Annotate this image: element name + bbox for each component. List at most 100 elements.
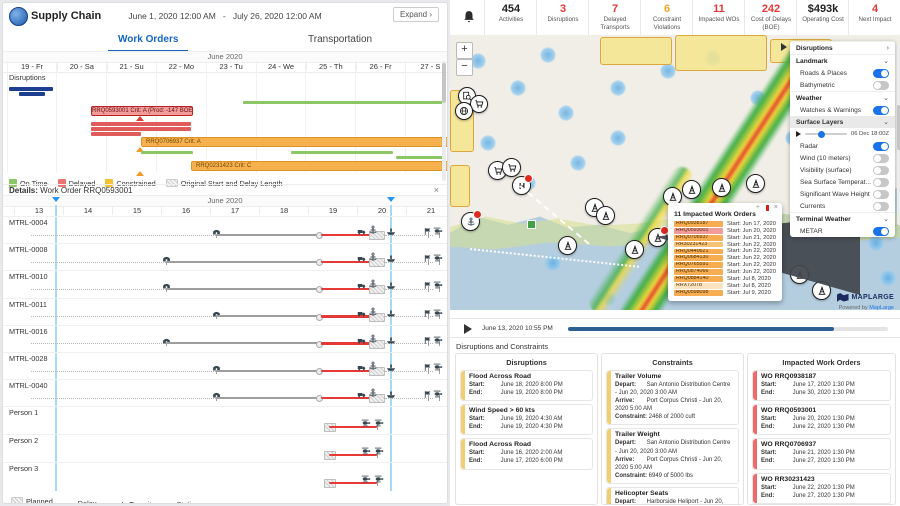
layer-group-landmark[interactable]: Landmark ⌄ — [790, 54, 895, 67]
toggle-off[interactable] — [873, 201, 889, 211]
map-zoom-in-button[interactable]: + — [456, 42, 473, 59]
timeline-marker-icon[interactable] — [52, 197, 60, 202]
chevron-icon[interactable]: ⌄ — [883, 216, 889, 223]
layer-toggle-wind-meters-[interactable]: Wind (10 meters) — [790, 152, 895, 164]
delay-line[interactable] — [321, 287, 371, 291]
layer-toggle-radar[interactable]: Radar — [790, 140, 895, 152]
layer-toggle-significant-wave-height[interactable]: Significant Wave Height — [790, 188, 895, 200]
timeline-marker-icon[interactable] — [387, 197, 395, 202]
gantt-bar-disruption[interactable] — [9, 87, 53, 91]
work-order-id-chip[interactable]: RRQ0598098 — [674, 289, 723, 296]
chevron-icon[interactable]: › — [886, 44, 889, 52]
kpi-activities[interactable]: 454 Activities — [484, 0, 537, 35]
work-order-id-chip[interactable]: RRQ0765591 — [674, 262, 723, 269]
gantt-bar-red[interactable] — [91, 132, 141, 136]
gantt-row[interactable]: MTRL-0008 — [3, 243, 447, 270]
platform-marker[interactable] — [625, 240, 644, 259]
layer-group-weather[interactable]: Weather ⌄ — [790, 91, 895, 104]
popup-work-order-row[interactable]: RRQ0593001 Start: Jun 20, 2020 — [674, 228, 778, 234]
popup-work-order-row[interactable]: RRQ0884140 Start: Jul 8, 2020 — [674, 276, 778, 282]
play-icon[interactable] — [464, 324, 472, 334]
toggle-off[interactable] — [873, 153, 889, 163]
layer-toggle-sea-surface-temperat-[interactable]: Sea Surface Temperat... — [790, 176, 895, 188]
popup-work-order-row[interactable]: RRQ0874066 Start: Jun 22, 2020 — [674, 269, 778, 275]
delay-line[interactable] — [321, 233, 371, 236]
play-icon[interactable] — [796, 131, 801, 137]
on-time-vehicle-marker[interactable] — [527, 220, 536, 229]
platform-marker[interactable] — [648, 226, 669, 247]
popup-work-order-row[interactable]: RRQ0765591 Start: Jun 22, 2020 — [674, 262, 778, 268]
platform-marker[interactable] — [596, 206, 615, 225]
popup-work-order-row[interactable]: RRQ0706937 Start: Jun 21, 2020 — [674, 235, 778, 241]
gantt-row[interactable]: Person 3 — [3, 462, 447, 490]
layer-toggle-metar[interactable]: METAR — [790, 225, 895, 237]
anchor-marker[interactable] — [461, 210, 482, 231]
popup-work-order-row[interactable]: RRQ0598098 Start: Jul 9, 2020 — [674, 290, 778, 296]
layer-time-slider[interactable] — [805, 130, 847, 138]
gantt-bar-red-labeled[interactable]: RRQ0593001 Crit: A (Prod: -147 BOE) — [91, 106, 193, 116]
gantt-bar-green[interactable] — [291, 151, 393, 154]
platform-marker[interactable] — [682, 180, 701, 199]
gantt-bar-green[interactable] — [243, 101, 446, 104]
delay-line[interactable] — [321, 315, 371, 318]
layer-toggle-roads-places[interactable]: Roads & Places — [790, 67, 895, 79]
chevron-icon[interactable]: ⌄ — [883, 95, 889, 102]
kpi-impacted-wos[interactable]: 11 Impacted WOs — [692, 0, 745, 35]
gantt-bar-green[interactable] — [141, 151, 193, 154]
work-order-id-chip[interactable]: RRQ0684130 — [674, 255, 723, 262]
layers-collapse-icon[interactable] — [781, 43, 787, 51]
toggle-on[interactable] — [873, 68, 889, 78]
expand-button[interactable]: Expand › — [392, 7, 439, 22]
platform-marker[interactable] — [558, 236, 577, 255]
scrollbar[interactable] — [442, 61, 446, 181]
map-attribution[interactable]: Powered by MapLarge — [838, 305, 894, 310]
layer-group-disruptions[interactable]: Disruptions › — [790, 41, 895, 54]
gantt-bar-green[interactable] — [396, 156, 445, 159]
platform-marker[interactable] — [746, 174, 765, 193]
delay-line[interactable] — [321, 369, 371, 372]
details-close-icon[interactable]: × — [433, 185, 439, 195]
chevron-icon[interactable]: ⌄ — [883, 119, 889, 126]
work-order-id-chip[interactable]: RR30231423 — [674, 241, 723, 248]
delay-line[interactable] — [329, 453, 377, 457]
popup-work-order-row[interactable]: RRQ0938187 Start: Jun 17, 2020 — [674, 221, 778, 227]
gantt-bar-disruption[interactable] — [19, 92, 45, 96]
platform-marker[interactable] — [812, 281, 831, 300]
kpi-cost-of-delays-boe-[interactable]: 242 Cost of Delays (BOE) — [744, 0, 797, 35]
gantt-bar-red[interactable] — [91, 127, 191, 131]
work-order-id-chip[interactable]: RRQ0706937 — [674, 234, 723, 241]
map-tool-globe-icon[interactable] — [455, 102, 473, 120]
time-slider-track[interactable] — [568, 327, 888, 331]
kpi-constraint-violations[interactable]: 6 Constraint Violations — [640, 0, 693, 35]
gantt-bar-red[interactable] — [91, 122, 191, 126]
toggle-off[interactable] — [873, 177, 889, 187]
layer-group-terminal-weather[interactable]: Terminal Weather ⌄ — [790, 212, 895, 225]
popup-work-order-row[interactable]: RRQ0440621 Start: Jun 22, 2020 — [674, 248, 778, 254]
map-zoom-out-button[interactable]: − — [456, 59, 473, 76]
layer-group-surface-layers[interactable]: Surface Layers ⌄ — [790, 116, 895, 128]
work-order-id-chip[interactable]: RRQ0938187 — [674, 220, 723, 227]
layer-toggle-bathymetric[interactable]: Bathymetric — [790, 79, 895, 91]
toggle-off[interactable] — [873, 80, 889, 90]
popup-pin-icon[interactable] — [766, 205, 769, 211]
slider-knob[interactable] — [817, 130, 825, 138]
popup-close-icon[interactable]: × — [773, 204, 778, 211]
work-order-id-chip[interactable]: RRQ0440621 — [674, 248, 723, 255]
kpi-delayed-transports[interactable]: 7 Delayed Transports — [588, 0, 641, 35]
gantt-bar-orange-labeled[interactable]: RRQ0231423 Crit: C — [191, 161, 447, 171]
popup-work-order-row[interactable]: RRX72078 Start: Jul 8, 2020 — [674, 283, 778, 289]
popup-work-order-row[interactable]: RRQ0684130 Start: Jun 22, 2020 — [674, 255, 778, 261]
toggle-off[interactable] — [873, 189, 889, 199]
work-order-id-chip[interactable]: RRQ0593001 — [674, 227, 723, 234]
platform-marker[interactable] — [712, 178, 731, 197]
gantt-row[interactable]: Person 1 — [3, 406, 447, 434]
work-order-id-chip[interactable]: RRX72078 — [674, 283, 723, 289]
layer-toggle-watches-warnings[interactable]: Watches & Warnings — [790, 104, 895, 116]
kpi-disruptions[interactable]: 3 Disruptions — [536, 0, 589, 35]
gantt-row[interactable]: MTRL-0040 — [3, 379, 447, 406]
date-range[interactable]: June 1, 2020 12:00 AM - July 26, 2020 12… — [3, 11, 447, 21]
layers-scrollbar[interactable] — [897, 45, 900, 225]
gantt-row[interactable]: MTRL-0016 — [3, 324, 447, 352]
work-order-id-chip[interactable]: RRQ0884140 — [674, 276, 723, 282]
delay-line[interactable] — [321, 260, 371, 264]
